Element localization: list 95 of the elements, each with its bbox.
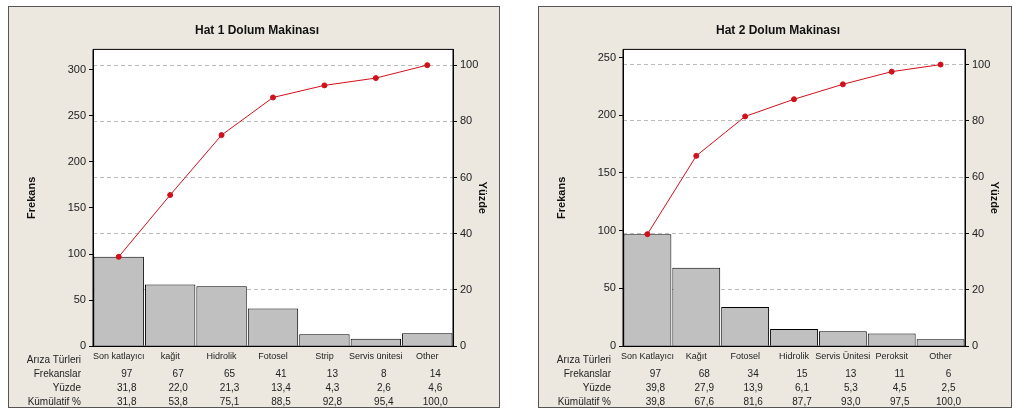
y-tick-label: 100 (597, 223, 616, 236)
data-label: 67 (172, 367, 185, 379)
y2-tick-label: 80 (972, 113, 985, 126)
data-label: 13 (326, 367, 339, 379)
text: Yüzde (52, 381, 82, 393)
text: Kümülatif % (557, 395, 612, 407)
y-tick-label: 200 (67, 154, 86, 167)
data-label: 97 (649, 367, 662, 379)
data-label: 68 (698, 367, 711, 379)
x-tick-label: Kağıt (685, 351, 708, 362)
x-tick-label: Son katlayıcı (92, 351, 145, 362)
y2-axis-title: Yüzde (989, 181, 1002, 214)
y-tick-label: 0 (79, 339, 86, 352)
y2-tick-label: 20 (460, 283, 473, 296)
y-tick-label: 100 (67, 247, 86, 260)
y-tick-label: 150 (67, 200, 86, 213)
data-label: 81,6 (743, 395, 764, 407)
y2-tick-label: 20 (972, 282, 985, 295)
x-tick-label: Fotosel (258, 351, 288, 362)
text: Yüzde (582, 381, 612, 393)
data-label: 95,4 (374, 395, 395, 407)
y2-tick-label: 100 (460, 58, 479, 71)
text: 4,6 (428, 381, 443, 393)
y2-tick-label: 80 (460, 114, 473, 127)
y2-axis-title: Yüzde (477, 181, 490, 214)
y-tick-label: 50 (73, 293, 86, 306)
text: 27,9 (694, 381, 715, 393)
data-label: 97,5 (889, 395, 910, 407)
data-label: 75,1 (219, 395, 240, 407)
chart-title: Hat 2 Dolum Makinası (715, 22, 841, 37)
y2-tick-label: 40 (460, 226, 473, 239)
text: Kümülatif % (27, 395, 82, 407)
text: 22,0 (168, 381, 189, 393)
text: 4,5 (892, 381, 908, 393)
x-tick-label: Servis ünitesi (349, 351, 403, 362)
text: 13,4 (271, 381, 292, 393)
y2-tick-label: 60 (460, 170, 473, 183)
data-label: 87,7 (792, 395, 813, 407)
y-tick-label: 300 (67, 62, 86, 75)
text: 13,9 (743, 381, 764, 393)
data-label: 88,5 (271, 395, 292, 407)
data-label: 92,8 (322, 395, 343, 407)
data-label: 34 (747, 367, 760, 379)
x-tick-label: Hidrolik (778, 351, 810, 362)
y-axis-title: Frekans (554, 176, 567, 219)
x-axis-title: Arıza Türleri (556, 353, 611, 365)
text: 21,3 (219, 381, 240, 393)
data-label: 14 (429, 367, 442, 379)
data-label: 100,0 (422, 395, 449, 407)
x-tick-label: Other (929, 351, 952, 362)
y-tick-label: 250 (67, 108, 86, 121)
y2-tick-label: 40 (972, 226, 985, 239)
data-label: 15 (796, 367, 808, 379)
y-tick-label: 150 (597, 166, 616, 178)
data-label: 6 (945, 367, 952, 379)
data-label: 67,6 (694, 395, 715, 407)
data-label: 8 (381, 367, 388, 379)
text: 2,6 (376, 381, 392, 393)
text: 6,1 (795, 381, 810, 393)
x-tick-label: kağit (160, 351, 181, 362)
y2-tick-label: 100 (972, 57, 991, 70)
x-tick-label: Fotosel (730, 351, 760, 362)
data-label: 11 (894, 367, 906, 379)
x-tick-label: Peroksit (875, 351, 909, 362)
y-tick-label: 50 (603, 281, 616, 294)
data-label: 39,8 (645, 395, 666, 407)
y2-tick-label: 60 (972, 170, 985, 183)
data-label: 41 (275, 367, 287, 379)
x-tick-label: Strip (315, 351, 334, 362)
text: 5,3 (843, 381, 859, 393)
x-tick-label: Other (416, 351, 439, 362)
x-tick-label: Servis Ünitesi (815, 351, 871, 362)
data-label: 100,0 (936, 395, 962, 407)
data-label: 31,8 (116, 395, 137, 407)
text: Frekanslar (33, 367, 82, 379)
y2-tick-label: 0 (460, 339, 467, 352)
y-tick-label: 200 (597, 108, 616, 121)
data-label: 53,8 (168, 395, 189, 407)
data-label: 65 (224, 367, 236, 379)
x-tick-label: Hidrolik (206, 351, 238, 362)
chart-title: Hat 1 Dolum Makinası (194, 22, 320, 37)
text: 39,8 (645, 381, 666, 393)
text: 31,8 (116, 381, 137, 393)
y-axis-title: Frekans (24, 176, 37, 219)
y-tick-label: 250 (597, 50, 616, 63)
text: Frekanslar (563, 367, 612, 379)
y-tick-label: 0 (609, 339, 616, 352)
data-label: 93,0 (841, 395, 862, 407)
x-axis-title: Arıza Türleri (26, 353, 81, 365)
y2-tick-label: 0 (972, 339, 979, 352)
data-label: 13 (845, 367, 857, 379)
text: 4,3 (325, 381, 340, 393)
text: 2,5 (941, 381, 956, 393)
x-tick-label: Son Katlayıcı (620, 351, 674, 362)
data-label: 97 (121, 367, 133, 379)
